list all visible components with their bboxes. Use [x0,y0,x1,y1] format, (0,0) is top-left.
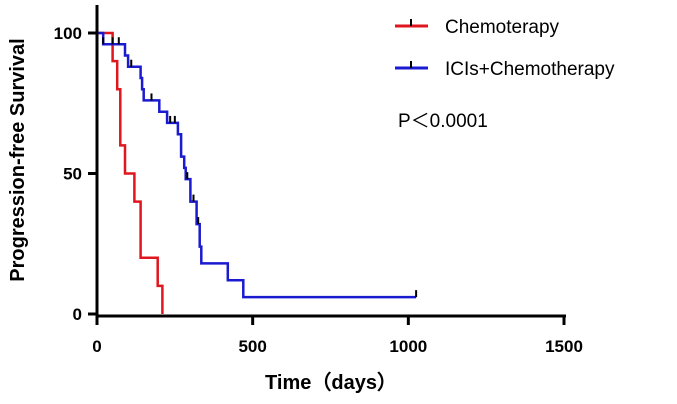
y-tick-label: 0 [73,305,82,324]
legend-item-chemotherapy: Chemoterapy [395,17,560,38]
y-tick-label: 100 [54,24,82,43]
axes [95,5,566,318]
legend-item-ici-chemotherapy: ICIs+Chemotherapy [395,59,615,80]
series-line-1 [97,31,417,299]
x-tick-label: 500 [238,337,266,356]
legend: Chemoterapy ICIs+Chemotherapy [395,17,615,80]
series-line-0 [97,31,164,314]
x-axis-title: Time（days） [265,371,397,394]
x-tick-label: 1500 [545,337,583,356]
y-ticks: 0 50 100 [54,24,97,324]
y-tick-label: 50 [63,165,82,184]
plot-series [97,31,418,314]
legend-label-ici-chemotherapy: ICIs+Chemotherapy [445,59,615,80]
x-tick-label: 1000 [389,337,427,356]
p-value-annotation: P＜0.0001 [398,111,488,132]
y-axis-title: Progression-free Survival [7,38,29,281]
legend-label-chemotherapy: Chemoterapy [445,17,560,38]
x-ticks: 0 500 1000 1500 [92,316,583,356]
x-tick-label: 0 [92,337,101,356]
